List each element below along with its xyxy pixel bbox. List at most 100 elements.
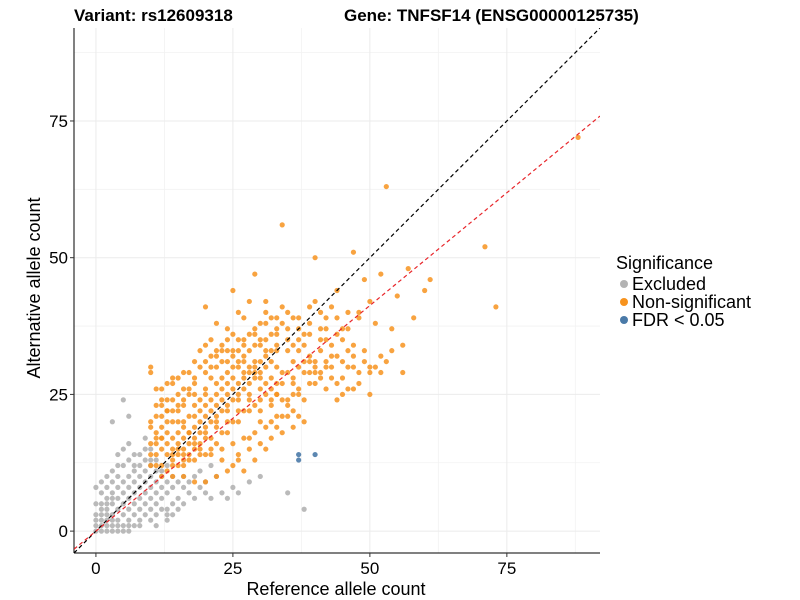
- data-point: [164, 397, 170, 403]
- data-point: [224, 468, 231, 474]
- y-axis-label: Alternative allele count: [24, 197, 44, 378]
- data-point: [186, 369, 192, 376]
- reference-lines: [74, 28, 600, 553]
- data-point: [170, 473, 176, 480]
- data-point: [323, 358, 329, 365]
- data-point: [219, 397, 225, 403]
- data-point: [235, 309, 241, 315]
- data-point: [197, 484, 203, 490]
- data-point: [115, 462, 121, 469]
- data-point: [175, 451, 181, 458]
- legend-dot-non-significant: [620, 298, 628, 306]
- data-point: [153, 451, 159, 458]
- data-point: [312, 369, 318, 376]
- data-point: [334, 397, 340, 403]
- data-point: [274, 424, 280, 430]
- y-tick-label: 75: [49, 112, 68, 131]
- data-point: [109, 495, 115, 501]
- data-point: [186, 457, 192, 463]
- data-point: [93, 512, 99, 518]
- data-point: [137, 506, 143, 512]
- data-point: [98, 528, 104, 534]
- data-point: [224, 430, 231, 436]
- data-point: [257, 473, 263, 480]
- data-point: [230, 419, 236, 425]
- data-point: [252, 364, 258, 370]
- data-point: [224, 495, 231, 501]
- data-point: [159, 386, 165, 392]
- data-point: [186, 490, 192, 496]
- data-point: [208, 337, 214, 343]
- data-point: [142, 468, 148, 474]
- data-point: [296, 337, 302, 343]
- data-point: [252, 430, 258, 436]
- data-point: [257, 375, 263, 381]
- legend-label-excluded: Excluded: [632, 273, 707, 294]
- data-point: [148, 506, 154, 512]
- data-point: [290, 380, 296, 387]
- data-point: [131, 512, 137, 518]
- data-point: [208, 408, 214, 414]
- data-point: [148, 451, 154, 458]
- legend-dot-excluded: [620, 280, 628, 288]
- data-point: [328, 304, 335, 310]
- data-point: [202, 435, 209, 441]
- data-point: [131, 462, 137, 469]
- grid: [74, 28, 600, 553]
- data-point: [252, 358, 258, 365]
- data-point: [131, 479, 137, 485]
- data-point: [159, 484, 165, 490]
- data-point: [170, 375, 176, 381]
- data-point: [328, 375, 335, 381]
- data-point: [246, 408, 252, 414]
- data-point: [274, 326, 280, 332]
- data-point: [104, 501, 110, 507]
- data-point: [279, 413, 285, 419]
- data-point: [263, 337, 269, 343]
- data-point: [148, 419, 154, 425]
- data-point: [235, 490, 241, 496]
- data-point: [268, 358, 274, 365]
- data-point: [148, 462, 154, 469]
- data-point: [257, 358, 263, 365]
- data-point: [213, 320, 220, 326]
- data-point: [235, 337, 241, 343]
- data-point: [224, 369, 231, 376]
- data-point: [345, 348, 351, 354]
- data-point: [279, 430, 285, 436]
- data-point: [148, 441, 154, 447]
- data-point: [175, 479, 181, 485]
- data-point: [361, 276, 367, 283]
- data-point: [400, 369, 406, 376]
- data-point: [367, 369, 373, 376]
- data-point: [411, 315, 417, 321]
- data-point: [213, 380, 220, 387]
- data-point: [246, 446, 252, 452]
- data-point: [274, 380, 280, 387]
- data-point: [137, 462, 143, 469]
- data-point: [279, 380, 285, 387]
- data-point: [131, 468, 137, 474]
- data-point: [104, 506, 110, 512]
- data-point: [202, 369, 209, 376]
- data-point: [307, 320, 313, 326]
- data-point: [405, 266, 411, 272]
- data-point: [367, 391, 373, 398]
- data-point: [202, 451, 209, 458]
- data-point: [219, 457, 225, 463]
- data-point: [213, 424, 220, 430]
- data-point: [317, 348, 324, 354]
- data-point: [180, 501, 187, 507]
- data-point: [202, 402, 209, 408]
- data-point: [307, 304, 313, 310]
- data-point: [246, 298, 252, 305]
- reference-line-identity: [74, 28, 600, 553]
- data-point: [339, 337, 346, 343]
- data-point: [224, 408, 231, 414]
- data-point: [296, 457, 302, 463]
- data-point: [312, 358, 318, 365]
- data-point: [361, 358, 367, 365]
- data-point: [202, 391, 209, 398]
- data-point: [142, 435, 148, 441]
